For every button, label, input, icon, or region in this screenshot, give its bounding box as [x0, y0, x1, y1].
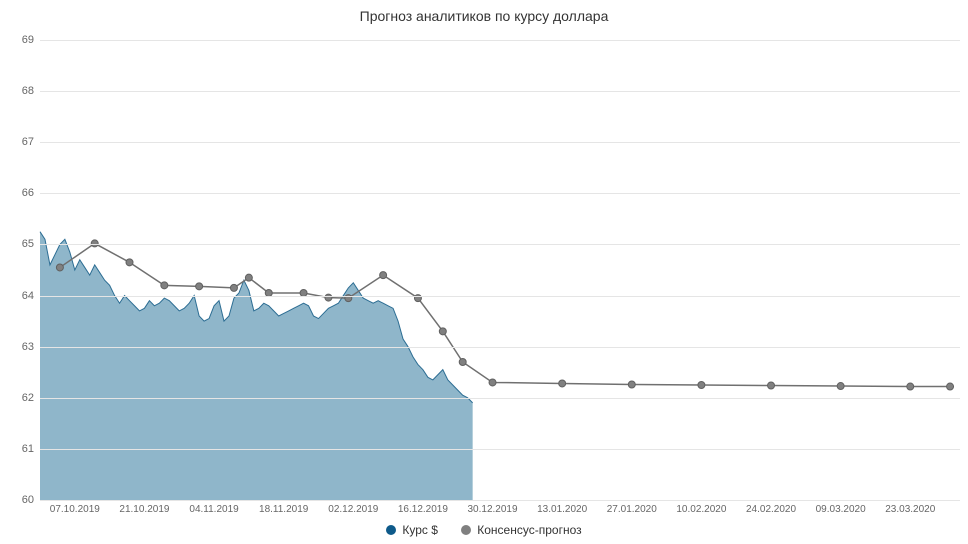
chart-title: Прогноз аналитиков по курсу доллара	[0, 8, 968, 24]
area-series-fill	[40, 232, 473, 500]
x-tick-label: 24.02.2020	[746, 504, 796, 515]
y-gridline	[40, 347, 960, 348]
y-tick-label: 60	[22, 494, 34, 506]
forecast-marker	[196, 283, 203, 290]
y-tick-label: 69	[22, 34, 34, 46]
y-gridline	[40, 449, 960, 450]
forecast-marker	[380, 272, 387, 279]
forecast-marker	[698, 382, 705, 389]
y-gridline	[40, 296, 960, 297]
forecast-marker	[628, 381, 635, 388]
forecast-marker	[161, 282, 168, 289]
chart-container: Прогноз аналитиков по курсу доллара 6061…	[0, 0, 968, 544]
y-tick-label: 66	[22, 187, 34, 199]
legend-dot-line	[461, 525, 471, 535]
x-tick-label: 09.03.2020	[816, 504, 866, 515]
forecast-marker	[907, 383, 914, 390]
forecast-marker	[947, 383, 954, 390]
legend-item-area: Курс $	[386, 523, 438, 537]
y-gridline	[40, 91, 960, 92]
legend-dot-area	[386, 525, 396, 535]
forecast-marker	[559, 380, 566, 387]
forecast-marker	[459, 359, 466, 366]
legend-item-line: Консенсус-прогноз	[461, 523, 581, 537]
chart-svg	[40, 40, 960, 500]
forecast-marker	[245, 274, 252, 281]
forecast-marker	[489, 379, 496, 386]
legend: Курс $ Консенсус-прогноз	[0, 523, 968, 538]
forecast-marker	[56, 264, 63, 271]
y-gridline	[40, 142, 960, 143]
y-tick-label: 67	[22, 136, 34, 148]
y-tick-label: 63	[22, 341, 34, 353]
y-tick-label: 65	[22, 238, 34, 250]
x-tick-label: 23.03.2020	[885, 504, 935, 515]
x-tick-label: 27.01.2020	[607, 504, 657, 515]
y-gridline	[40, 40, 960, 41]
x-tick-label: 04.11.2019	[189, 504, 238, 515]
x-tick-label: 30.12.2019	[468, 504, 518, 515]
x-tick-label: 13.01.2020	[537, 504, 587, 515]
x-tick-label: 18.11.2019	[259, 504, 308, 515]
x-tick-label: 02.12.2019	[328, 504, 378, 515]
y-gridline	[40, 193, 960, 194]
forecast-marker	[439, 328, 446, 335]
forecast-marker	[91, 240, 98, 247]
y-tick-label: 64	[22, 290, 34, 302]
y-gridline	[40, 398, 960, 399]
forecast-marker	[230, 284, 237, 291]
y-tick-label: 62	[22, 392, 34, 404]
y-tick-label: 61	[22, 443, 34, 455]
forecast-marker	[126, 259, 133, 266]
legend-label-line: Консенсус-прогноз	[477, 523, 581, 537]
forecast-marker	[837, 383, 844, 390]
x-tick-label: 21.10.2019	[119, 504, 169, 515]
y-gridline	[40, 500, 960, 501]
plot-area: 6061626364656667686907.10.201921.10.2019…	[40, 40, 960, 501]
x-tick-label: 10.02.2020	[676, 504, 726, 515]
x-tick-label: 07.10.2019	[50, 504, 100, 515]
x-tick-label: 16.12.2019	[398, 504, 448, 515]
y-tick-label: 68	[22, 85, 34, 97]
y-gridline	[40, 244, 960, 245]
legend-label-area: Курс $	[402, 523, 438, 537]
forecast-marker	[768, 382, 775, 389]
